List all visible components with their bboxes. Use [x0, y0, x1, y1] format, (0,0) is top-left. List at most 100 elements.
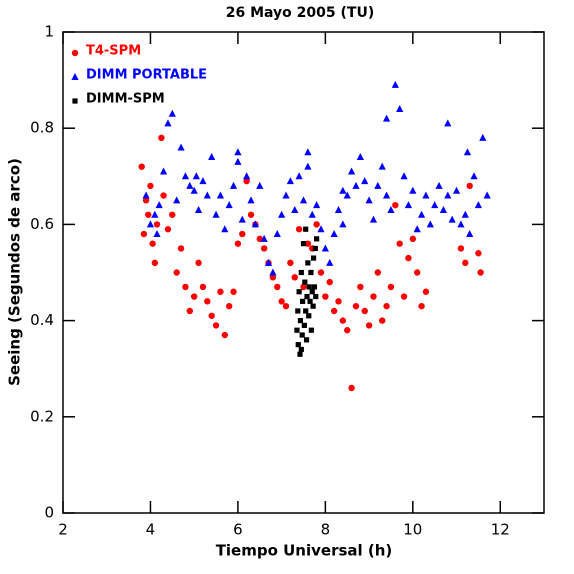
point	[300, 283, 307, 291]
point	[291, 274, 298, 281]
point	[190, 293, 198, 300]
point	[370, 293, 377, 300]
point	[330, 230, 338, 238]
point	[216, 191, 225, 199]
point	[374, 181, 382, 189]
point	[212, 322, 220, 329]
legend-label: DIMM PORTABLE	[86, 68, 207, 83]
point	[304, 240, 312, 247]
point	[396, 240, 403, 247]
x-tick-label: 4	[146, 521, 156, 539]
point	[151, 259, 159, 267]
point	[361, 177, 369, 185]
point	[177, 143, 185, 151]
point	[413, 225, 421, 233]
point	[348, 167, 356, 175]
y-tick-label: 0.2	[30, 407, 54, 425]
point	[296, 289, 302, 295]
y-tick-label: 0	[44, 504, 54, 522]
point	[356, 153, 364, 161]
point	[400, 293, 408, 300]
point	[307, 298, 313, 304]
point	[146, 220, 155, 228]
point	[282, 302, 290, 310]
x-tick-label: 10	[403, 521, 422, 539]
point	[186, 181, 194, 189]
point	[286, 177, 294, 185]
point	[474, 201, 483, 209]
point	[291, 205, 299, 213]
point	[444, 191, 452, 199]
point	[173, 196, 181, 204]
point	[305, 260, 311, 266]
point	[439, 205, 448, 213]
point	[369, 215, 378, 223]
point	[352, 302, 360, 310]
point	[304, 293, 310, 300]
point	[330, 307, 338, 315]
y-tick-label: 0.4	[30, 311, 54, 329]
point	[312, 245, 318, 252]
x-tick-label: 8	[321, 521, 331, 539]
point	[295, 308, 301, 314]
point	[234, 240, 242, 247]
point	[303, 308, 309, 314]
point	[155, 201, 163, 209]
point	[392, 201, 399, 209]
point	[234, 148, 242, 156]
point	[142, 191, 150, 199]
y-axis-label: Seeing (Segundos de arco)	[6, 158, 24, 386]
point	[221, 225, 229, 233]
point	[299, 332, 305, 338]
point	[208, 312, 215, 319]
point	[391, 80, 399, 88]
point	[173, 269, 180, 276]
point	[409, 186, 417, 194]
point	[243, 177, 250, 185]
point	[378, 162, 386, 170]
point	[221, 331, 228, 339]
point	[326, 278, 333, 286]
point	[334, 205, 343, 213]
point	[466, 230, 474, 238]
point	[251, 220, 259, 228]
point	[477, 269, 484, 276]
point	[382, 114, 391, 122]
point	[339, 317, 347, 324]
point	[308, 269, 314, 276]
point	[294, 327, 300, 333]
point	[212, 210, 220, 218]
plot-frame	[62, 31, 545, 514]
point	[247, 196, 255, 204]
point	[217, 288, 224, 295]
point	[470, 172, 478, 180]
point	[357, 283, 364, 291]
x-tick-label: 12	[491, 521, 510, 539]
point	[374, 269, 382, 276]
point	[308, 327, 314, 333]
point	[287, 259, 294, 267]
point	[153, 230, 161, 238]
point	[149, 240, 156, 247]
y-tick-label: 0.8	[30, 119, 54, 137]
point	[278, 210, 286, 218]
point	[418, 302, 425, 310]
point	[203, 191, 211, 199]
point	[164, 119, 172, 127]
point	[260, 234, 268, 242]
point	[309, 289, 315, 295]
point	[168, 109, 176, 117]
y-tick-label: 1	[44, 23, 54, 41]
x-axis-label: Tiempo Universal (h)	[216, 542, 393, 560]
point	[422, 191, 430, 199]
point	[339, 220, 347, 228]
point	[301, 322, 307, 329]
point	[426, 220, 434, 228]
point	[204, 298, 211, 305]
point	[344, 327, 351, 334]
point	[274, 283, 281, 291]
point	[348, 384, 355, 392]
point	[343, 191, 351, 199]
point	[479, 133, 487, 141]
